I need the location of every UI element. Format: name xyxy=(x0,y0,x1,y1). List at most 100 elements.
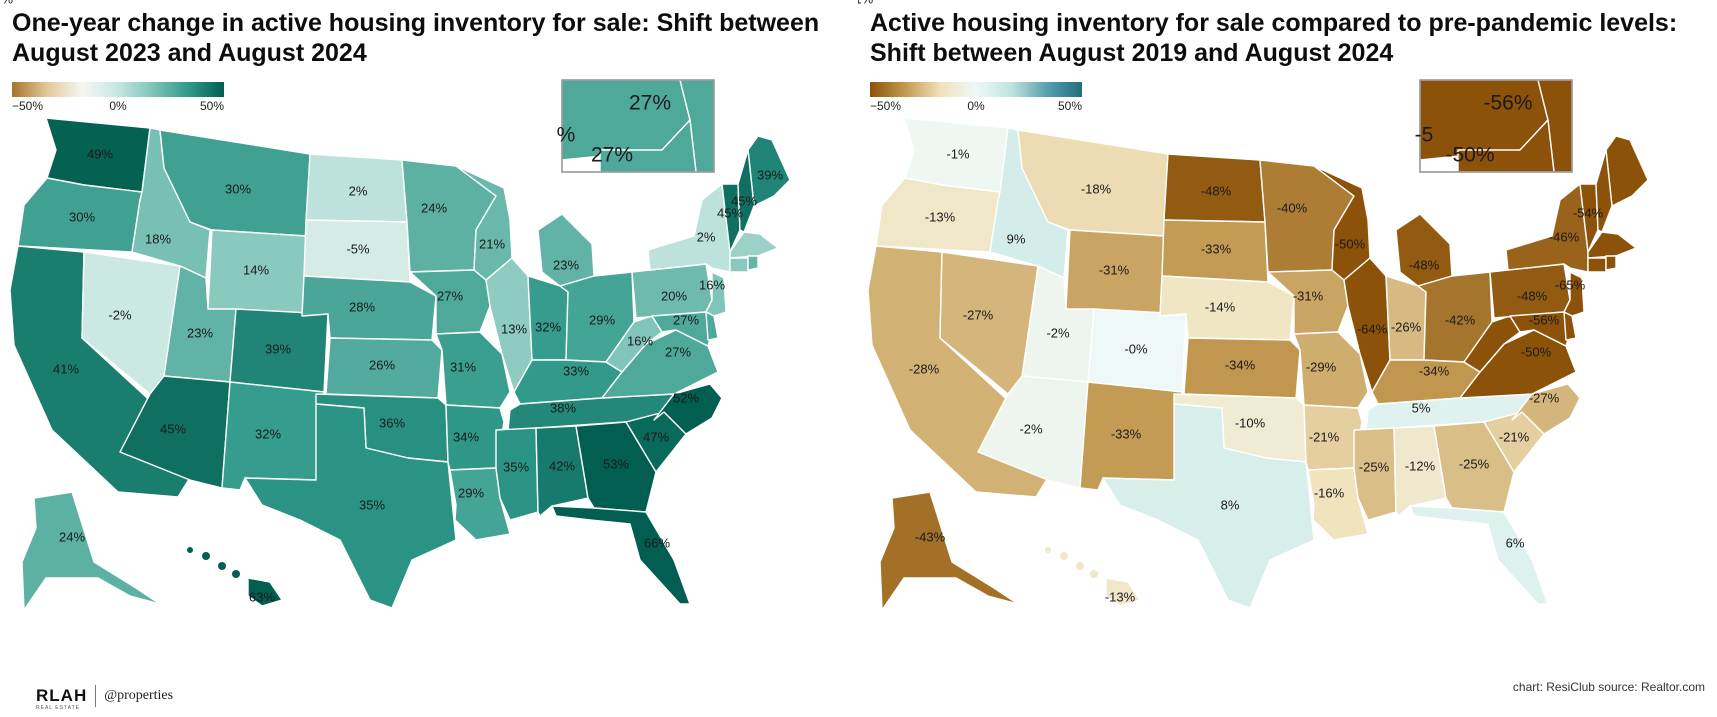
logo-wordmark: RLAH xyxy=(36,686,88,705)
state-in xyxy=(1385,275,1427,361)
state-label-ok: 36% xyxy=(379,415,405,430)
state-ct xyxy=(729,257,749,273)
state-label-nd: -48% xyxy=(1201,183,1232,198)
state-mo xyxy=(1293,331,1369,409)
state-label-nm: -33% xyxy=(1111,426,1142,441)
state-label-md: -56% xyxy=(1529,312,1560,327)
state-hi-island xyxy=(187,547,193,553)
state-tx xyxy=(1102,403,1315,609)
state-va xyxy=(1459,329,1577,399)
state-nc xyxy=(653,383,723,435)
state-label-wy: -31% xyxy=(1099,262,1130,277)
state-label-nv: -27% xyxy=(963,307,994,322)
partner-logo: @properties xyxy=(104,688,174,703)
state-label-wa: 49% xyxy=(87,146,113,161)
state-label-id: 9% xyxy=(1007,231,1026,246)
state-label-az: -2% xyxy=(1019,421,1043,436)
state-label-va: -50% xyxy=(1521,344,1552,359)
state-label-ca: -28% xyxy=(909,361,940,376)
inset-label: -5 xyxy=(1415,124,1434,147)
state-label-ny: -46% xyxy=(1549,229,1580,244)
logo-subtext: REAL ESTATE xyxy=(36,705,80,711)
state-label-mi: -48% xyxy=(1409,257,1440,272)
state-label-ks: -34% xyxy=(1225,357,1256,372)
state-ks xyxy=(325,337,443,399)
state-mi xyxy=(537,213,595,287)
state-hi-island xyxy=(218,562,226,570)
state-label-ky: -34% xyxy=(1419,363,1450,378)
state-hi-island xyxy=(1076,562,1084,570)
state-label-ma: -51% xyxy=(858,0,874,6)
state-label-tn: 5% xyxy=(1412,400,1431,415)
state-label-ne: -14% xyxy=(1205,299,1236,314)
state-label-co: -0% xyxy=(1124,341,1148,356)
state-label-ga: 53% xyxy=(603,456,629,471)
state-label-wi: 21% xyxy=(479,236,505,251)
state-label-ut: 23% xyxy=(187,325,213,340)
state-label-pa: -48% xyxy=(1517,288,1548,303)
state-label-tx: 8% xyxy=(1221,497,1240,512)
state-me xyxy=(1605,135,1649,207)
state-label-vt: -54% xyxy=(1573,205,1604,220)
state-map-svg: 49%30%41%-2%18%30%14%23%45%39%32%2%-5%28… xyxy=(0,0,791,611)
state-map-svg: -1% -13% -28% -27% 9% -18% -31% -2% -2% -0% -33% -4… xyxy=(858,0,1649,611)
state-label-wy: 14% xyxy=(243,262,269,277)
inset-frame xyxy=(561,79,715,173)
state-label-sd: -33% xyxy=(1201,241,1232,256)
state-label-az: 45% xyxy=(160,421,186,436)
state-hi-island xyxy=(1060,552,1068,560)
inset-label: 27% xyxy=(591,144,633,167)
state-label-vt: 45% xyxy=(717,205,743,220)
inset-label: 27% xyxy=(629,92,671,115)
state-label-nj: 16% xyxy=(699,277,725,292)
state-label-ca: 41% xyxy=(53,361,79,376)
state-label-mo: -29% xyxy=(1306,359,1337,374)
inset-region xyxy=(1457,119,1555,173)
state-hi-island xyxy=(1090,570,1098,578)
state-hi xyxy=(1105,577,1141,607)
state-label-nc: -27% xyxy=(1529,390,1560,405)
state-label-mt: -18% xyxy=(1081,181,1112,196)
state-label-nd: 2% xyxy=(349,183,368,198)
state-label-tx: 35% xyxy=(359,497,385,512)
state-label-ak: -43% xyxy=(915,529,946,544)
state-label-sc: 47% xyxy=(643,429,669,444)
state-de xyxy=(705,311,719,341)
state-label-ny: 2% xyxy=(697,229,716,244)
state-label-mn: -40% xyxy=(1277,200,1308,215)
state-label-mt: 30% xyxy=(225,181,251,196)
state-label-nj: -65% xyxy=(1555,277,1586,292)
state-ny xyxy=(1505,183,1589,273)
legend-tick-mid: 0% xyxy=(109,99,127,113)
inset-label: % xyxy=(557,124,576,147)
state-label-mo: 31% xyxy=(450,359,476,374)
color-legend: −50% 0% 50% xyxy=(12,82,224,118)
state-de xyxy=(1563,311,1577,341)
state-label-in: -26% xyxy=(1391,319,1422,334)
inset-label: -56% xyxy=(1483,92,1532,115)
state-label-tn: 38% xyxy=(550,400,576,415)
state-mo xyxy=(435,331,511,409)
state-label-ms: -25% xyxy=(1359,459,1390,474)
mid-atlantic-inset: -56% -50% -5 xyxy=(1415,79,1573,173)
inset-frame xyxy=(1419,79,1573,173)
state-label-ks: 26% xyxy=(369,357,395,372)
legend-ticks: −50% 0% 50% xyxy=(12,99,224,115)
mid-atlantic-inset: 27% 27%% xyxy=(557,79,715,173)
state-label-fl: 6% xyxy=(1506,535,1525,550)
state-hi xyxy=(247,577,283,607)
state-label-ar: -21% xyxy=(1309,429,1340,444)
inset-label: -50% xyxy=(1445,144,1494,167)
state-label-sd: -5% xyxy=(346,241,370,256)
state-label-wi: -50% xyxy=(1335,236,1366,251)
state-label-al: -12% xyxy=(1405,458,1436,473)
legend-gradient-bar xyxy=(12,82,224,97)
state-label-fl: 66% xyxy=(644,535,670,550)
state-label-la: 29% xyxy=(458,485,484,500)
state-ak xyxy=(879,491,1019,611)
state-label-md: 27% xyxy=(673,312,699,327)
state-label-or: 30% xyxy=(69,209,95,224)
rlah-logo: RLAH REAL ESTATE @properties xyxy=(36,683,174,711)
map-title: One-year change in active housing invent… xyxy=(12,9,820,67)
state-label-ak: 24% xyxy=(59,529,85,544)
